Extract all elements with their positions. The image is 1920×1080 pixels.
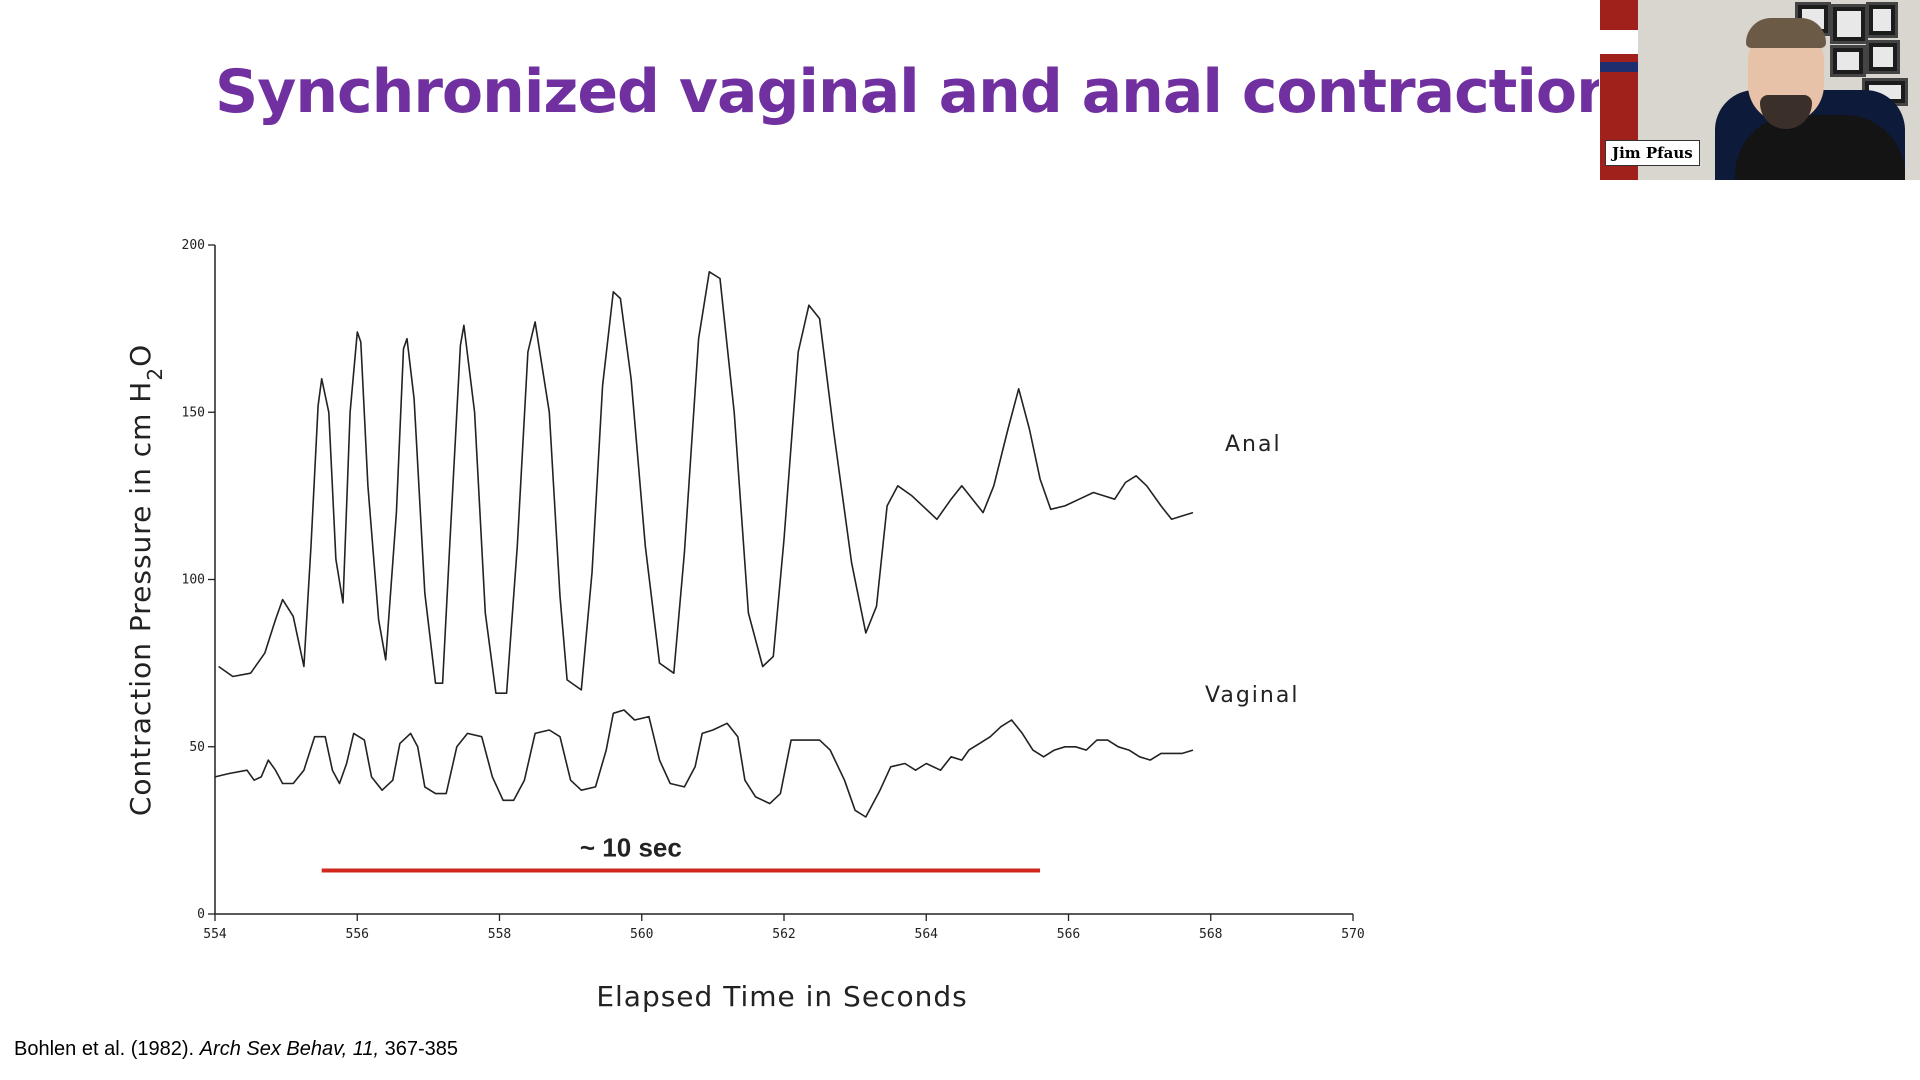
citation: Bohlen et al. (1982). Arch Sex Behav, 11…	[14, 1038, 458, 1061]
citation-pages: 367-385	[384, 1038, 459, 1060]
participant-name-tag: Jim Pfaus	[1605, 140, 1700, 166]
series-line-anal	[218, 271, 1194, 694]
series-label-vaginal: Vaginal	[1205, 683, 1299, 708]
y-axis-label-tail: O	[124, 344, 157, 367]
y-axis-label-main: Contraction Pressure in cm H	[124, 381, 157, 817]
x-tick-label: 570	[1341, 927, 1364, 942]
x-tick-label: 566	[1057, 927, 1080, 942]
wall-frame	[1830, 4, 1868, 44]
x-tick-label: 564	[915, 927, 939, 942]
slide-title: Synchronized vaginal and anal contractio…	[215, 57, 1599, 127]
series-label-anal: Anal	[1225, 432, 1282, 457]
citation-journal: Arch Sex Behav,	[199, 1038, 348, 1060]
chart-axes: 554 556 558 560 562 564 566 568 570 0 50 100 150 200	[182, 238, 1365, 942]
y-tick-label: 100	[182, 573, 205, 588]
citation-authors: Bohlen et al. (1982).	[14, 1038, 195, 1060]
y-tick-label: 0	[197, 907, 205, 922]
participant-body	[1735, 115, 1905, 180]
participant-hair	[1746, 18, 1826, 48]
x-tick-label: 558	[488, 927, 511, 942]
citation-volume: 11,	[352, 1038, 380, 1060]
x-axis-label: Elapsed Time in Seconds	[596, 980, 967, 1013]
chart-labels: Anal Vaginal ~ 10 sec	[321, 432, 1299, 873]
y-tick-label: 150	[182, 405, 205, 420]
y-axis-label: Contraction Pressure in cm H2O	[124, 344, 167, 816]
wall-frame	[1866, 2, 1898, 38]
participant-video-tile[interactable]: Jim Pfaus	[1600, 0, 1920, 180]
x-tick-label: 554	[203, 927, 227, 942]
x-tick-label: 560	[630, 927, 653, 942]
x-tick-label: 568	[1199, 927, 1222, 942]
x-tick-label: 556	[346, 927, 369, 942]
chart-series	[214, 271, 1194, 818]
y-tick-label: 200	[182, 238, 205, 253]
wall-frame	[1830, 45, 1866, 77]
y-axis-label-sub: 2	[143, 367, 167, 381]
series-line-vaginal	[214, 709, 1194, 818]
wall-frame	[1866, 40, 1900, 74]
duration-annotation: ~ 10 sec	[580, 833, 682, 863]
y-tick-label: 50	[189, 740, 205, 755]
x-tick-label: 562	[772, 927, 795, 942]
